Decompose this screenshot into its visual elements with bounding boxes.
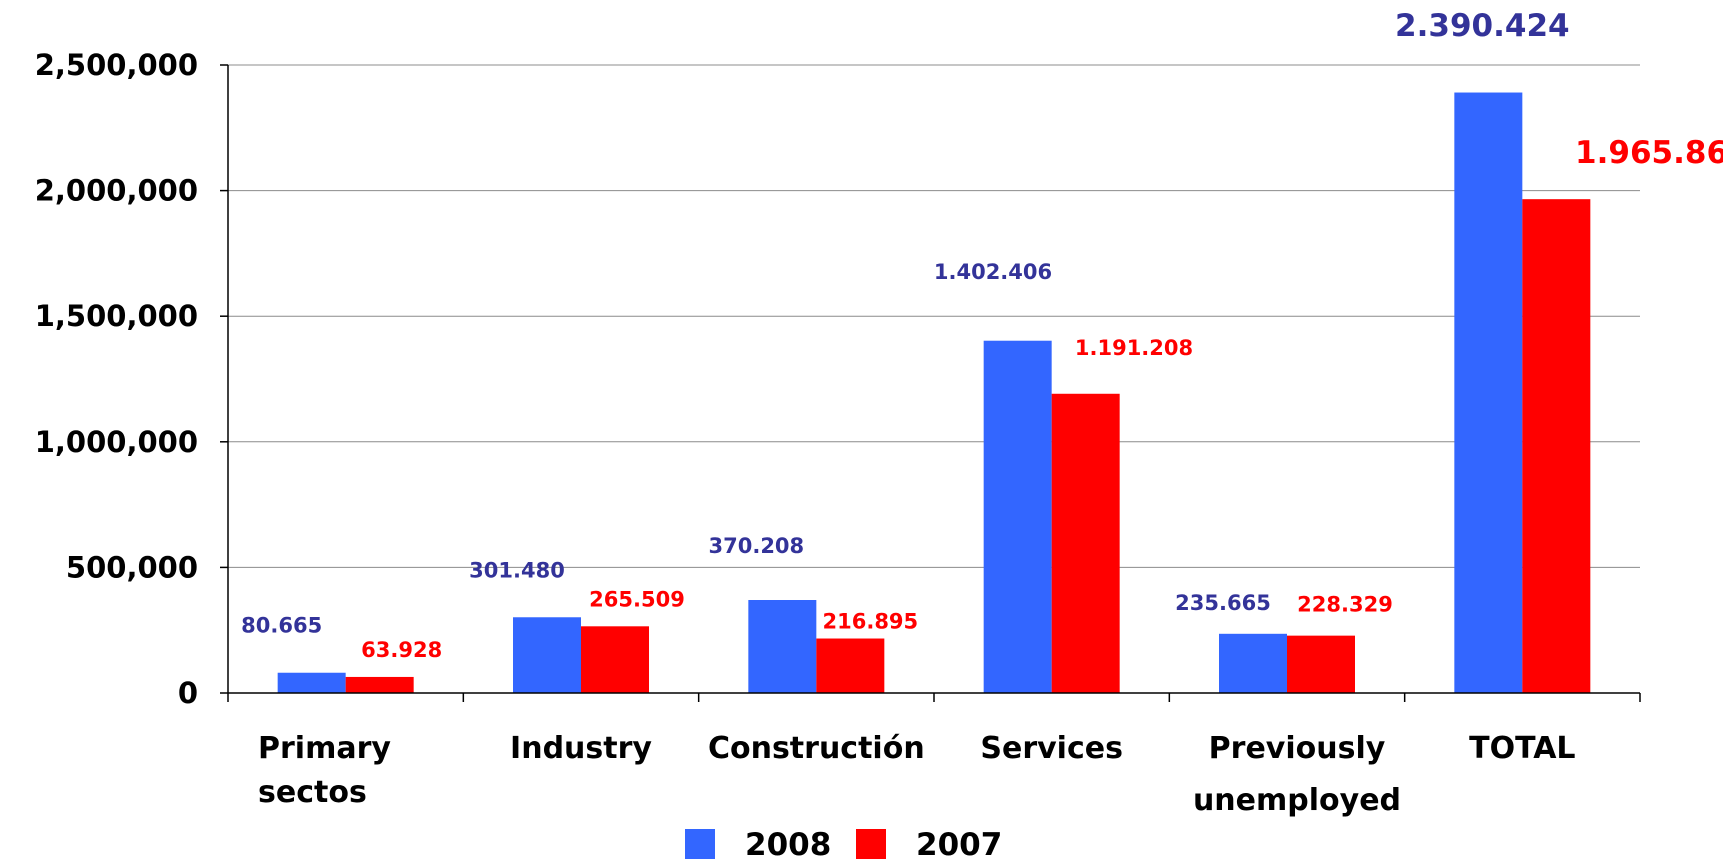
data-label-2007-5: 1.965.869 — [1575, 135, 1723, 171]
data-label-2008-3: 1.402.406 — [934, 260, 1052, 284]
data-label-2007-1: 265.509 — [589, 587, 685, 611]
legend-swatch-2008 — [685, 829, 715, 859]
data-label-2008-0: 80.665 — [241, 614, 322, 638]
x-tick-label: Services — [980, 731, 1123, 766]
y-tick-label: 500,000 — [66, 550, 198, 584]
data-label-2007-0: 63.928 — [361, 638, 442, 662]
bar-2008-4 — [1219, 633, 1287, 693]
data-labels: 80.665 63.928 301.480 265.509 370.208 216.895… — [241, 8, 1723, 662]
y-tick-label: 0 — [178, 676, 198, 710]
bar-2007-3 — [1051, 393, 1120, 693]
data-label-2007-4: 228.329 — [1297, 593, 1393, 617]
bar-2008-3 — [983, 340, 1052, 693]
legend-label-2007: 2007 — [916, 827, 1002, 863]
data-label-2007-3: 1.191.208 — [1075, 336, 1193, 360]
data-label-2008-4: 235.665 — [1175, 591, 1271, 615]
x-tick-label: Industry — [510, 731, 652, 766]
x-tick-label: sectos — [258, 775, 367, 810]
x-tick-label: Constructión — [708, 731, 925, 766]
x-tick-label: Primary — [258, 731, 391, 766]
legend: 2008 2007 — [685, 827, 1002, 863]
bar-2008-2 — [748, 600, 817, 693]
x-tick-label: TOTAL — [1469, 731, 1575, 766]
y-tick-label: 1,000,000 — [35, 425, 198, 459]
data-label-2007-2: 216.895 — [823, 610, 919, 634]
y-tick-label: 2,000,000 — [35, 174, 198, 208]
data-label-2008-2: 370.208 — [709, 534, 805, 558]
x-tick-label: Previously — [1209, 731, 1386, 766]
y-tick-label: 1,500,000 — [35, 299, 198, 333]
bar-2007-2 — [816, 638, 885, 693]
bar-2007-5 — [1522, 199, 1591, 693]
legend-label-2008: 2008 — [745, 827, 831, 863]
bar-2008-5 — [1454, 92, 1523, 693]
y-tick-label: 2,500,000 — [35, 48, 198, 82]
bars — [277, 92, 1591, 693]
bar-2007-4 — [1287, 635, 1355, 693]
bar-2007-0 — [345, 676, 414, 693]
bar-2007-1 — [581, 626, 649, 693]
axes: 0 500,000 1,000,000 1,500,000 2,000,000 2,500… — [35, 48, 1641, 818]
data-label-2008-1: 301.480 — [469, 558, 565, 582]
legend-swatch-2007 — [856, 829, 886, 859]
x-tick-label: unemployed — [1193, 783, 1401, 818]
bar-2008-1 — [513, 617, 581, 693]
grid-lines — [228, 64, 1640, 568]
bar-2008-0 — [277, 672, 346, 693]
data-label-2008-5: 2.390.424 — [1395, 8, 1570, 44]
